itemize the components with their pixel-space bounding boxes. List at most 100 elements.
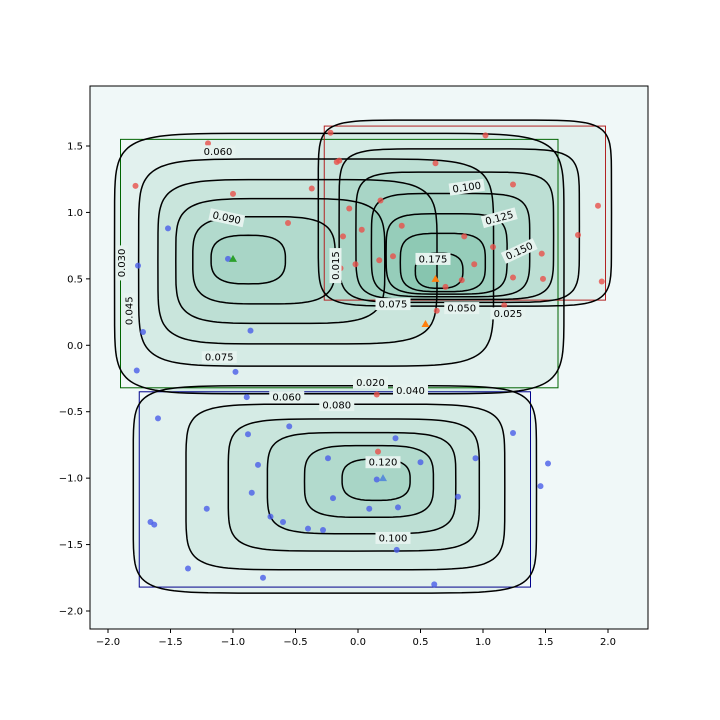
- contour-label-bg: [393, 384, 428, 397]
- red-point: [575, 232, 581, 239]
- red-point: [375, 448, 381, 455]
- x-tick-label: 0.5: [413, 637, 429, 648]
- contour-labels: 0.0600.0900.0300.0450.0750.1000.1250.150…: [115, 145, 538, 544]
- y-tick-label: 1.5: [67, 142, 83, 153]
- red-point: [433, 307, 440, 314]
- contour-label-bg: [415, 252, 451, 265]
- contour-label-bg: [200, 145, 236, 158]
- contour-label-bg: [123, 293, 136, 329]
- contour-line: [175, 197, 386, 325]
- x-tick-label: 1.5: [538, 637, 554, 648]
- x-tick-label: 1.0: [475, 637, 491, 648]
- blue-point: [305, 525, 311, 532]
- cluster-centers: [229, 254, 440, 482]
- red-point: [390, 253, 396, 260]
- contour-label: 0.075: [205, 353, 234, 364]
- contour-label-bg: [353, 376, 388, 389]
- blue-point: [392, 435, 399, 442]
- x-tick-label: 0.0: [350, 637, 366, 648]
- blue-point: [165, 225, 171, 232]
- red-point: [501, 302, 508, 309]
- blue-point: [247, 327, 254, 334]
- red-point: [373, 391, 380, 398]
- x-tick-label: 2.0: [600, 637, 616, 648]
- y-tick-label: −0.5: [59, 407, 83, 418]
- contour-label: 0.120: [369, 458, 398, 469]
- y-tick-label: −2.0: [59, 607, 83, 618]
- center-marker: [431, 274, 440, 282]
- red-point: [595, 202, 601, 209]
- contour-label: 0.020: [356, 378, 385, 389]
- contour-fills: [114, 120, 612, 594]
- contour-line: [338, 148, 581, 304]
- blue-point: [472, 455, 479, 462]
- blue-point: [373, 476, 380, 483]
- red-point: [352, 261, 359, 268]
- contour-line: [227, 418, 481, 552]
- contour-label: 0.060: [272, 393, 301, 404]
- red-point: [510, 274, 516, 281]
- contour-lines: [113, 119, 613, 594]
- red-point: [377, 197, 384, 204]
- contour-label-bg: [448, 178, 485, 196]
- blue-point: [151, 521, 158, 528]
- blue-point: [243, 394, 250, 401]
- contour-line: [137, 158, 495, 367]
- contour-label: 0.100: [452, 181, 482, 196]
- contour-line: [266, 431, 457, 535]
- data-points: [132, 129, 605, 588]
- center-marker: [229, 254, 237, 262]
- blue-point: [185, 565, 191, 572]
- blue-point: [320, 526, 326, 533]
- blue-point: [537, 483, 544, 490]
- red-point: [230, 190, 236, 197]
- contour-label-bg: [480, 207, 518, 229]
- contour-label-bg: [365, 456, 401, 469]
- contour-label: 0.075: [379, 300, 408, 311]
- contour-label: 0.175: [419, 254, 448, 265]
- contour-line: [192, 215, 336, 305]
- blue-point: [155, 415, 161, 422]
- red-point: [471, 261, 478, 268]
- red-point: [598, 278, 605, 285]
- contour-fill: [211, 235, 286, 284]
- red-point: [442, 283, 449, 290]
- contour-fill: [138, 159, 494, 367]
- red-point: [346, 205, 353, 212]
- cluster-box: [138, 391, 531, 588]
- contour-label-bg: [444, 302, 480, 315]
- contour-line: [355, 171, 555, 301]
- contour-line: [303, 444, 435, 519]
- x-tick-label: −1.5: [158, 637, 182, 648]
- contour-line: [210, 234, 287, 285]
- contour-label: 0.060: [204, 147, 233, 158]
- y-tick-label: −1.0: [59, 474, 83, 485]
- blue-point: [366, 505, 373, 512]
- contour-label-bg: [375, 531, 411, 544]
- blue-point: [545, 460, 551, 467]
- contour-label: 0.100: [379, 533, 408, 544]
- red-point: [358, 226, 365, 233]
- contour-label: 0.080: [322, 401, 351, 412]
- contour-label: 0.040: [396, 386, 425, 397]
- y-tick-label: 0.5: [67, 274, 83, 285]
- red-point: [327, 129, 334, 136]
- contour-label-bg: [208, 208, 246, 228]
- red-point: [461, 233, 468, 240]
- blue-point: [455, 493, 461, 500]
- contour-line: [113, 132, 565, 395]
- contour-fill: [339, 148, 580, 303]
- x-tick-label: −2.0: [96, 637, 120, 648]
- blue-point: [260, 574, 266, 581]
- contour-line: [185, 403, 506, 571]
- blue-point: [232, 368, 239, 375]
- contour-fill: [133, 385, 537, 594]
- red-point: [308, 185, 315, 192]
- blue-point: [245, 431, 251, 438]
- x-axis: −2.0 −1.5 −1.0 −0.5 0.0 0.5 1.0 1.5 2.0: [96, 629, 616, 648]
- blue-point: [286, 423, 293, 430]
- contour-fill: [355, 172, 554, 300]
- x-tick-label: −0.5: [283, 637, 307, 648]
- contour-label-bg: [375, 298, 411, 311]
- contour-fill: [267, 432, 456, 534]
